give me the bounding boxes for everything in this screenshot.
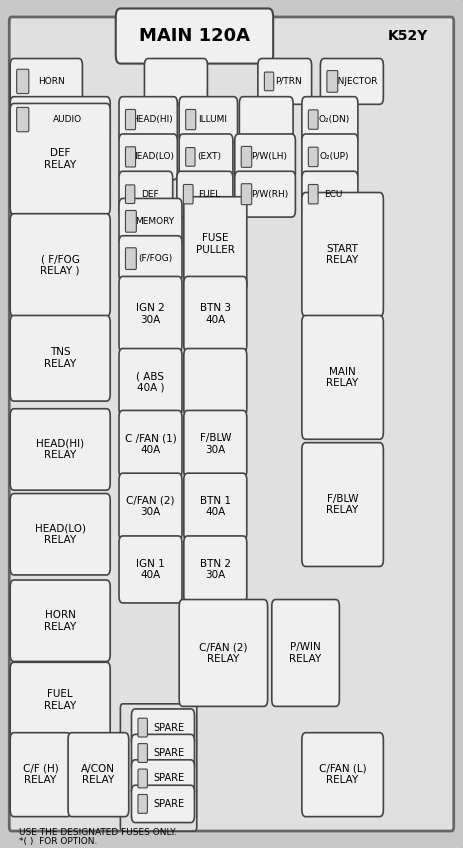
FancyBboxPatch shape <box>320 59 383 104</box>
Text: C/F (H)
RELAY: C/F (H) RELAY <box>23 764 58 785</box>
FancyBboxPatch shape <box>131 709 194 746</box>
FancyBboxPatch shape <box>179 134 233 180</box>
FancyBboxPatch shape <box>302 443 383 566</box>
Text: ECU: ECU <box>325 190 343 198</box>
FancyBboxPatch shape <box>10 97 110 142</box>
Text: C/FAN (2)
RELAY: C/FAN (2) RELAY <box>199 642 248 664</box>
Text: C /FAN (1)
40A: C /FAN (1) 40A <box>125 433 176 455</box>
FancyBboxPatch shape <box>138 795 147 813</box>
FancyBboxPatch shape <box>138 718 147 737</box>
FancyBboxPatch shape <box>184 536 247 603</box>
Text: AUDIO: AUDIO <box>53 115 82 124</box>
FancyBboxPatch shape <box>119 198 182 244</box>
Text: BTN 2
30A: BTN 2 30A <box>200 559 231 580</box>
FancyBboxPatch shape <box>184 197 247 291</box>
FancyBboxPatch shape <box>308 185 318 204</box>
FancyBboxPatch shape <box>131 760 194 797</box>
FancyBboxPatch shape <box>10 409 110 490</box>
Text: DEF: DEF <box>141 190 158 198</box>
Text: SPARE: SPARE <box>153 722 184 733</box>
FancyBboxPatch shape <box>119 134 177 180</box>
FancyBboxPatch shape <box>116 8 273 64</box>
FancyBboxPatch shape <box>138 744 147 762</box>
FancyBboxPatch shape <box>241 147 252 167</box>
Text: INJECTOR: INJECTOR <box>335 77 377 86</box>
FancyBboxPatch shape <box>119 171 173 217</box>
Text: FUSE
PULLER: FUSE PULLER <box>196 233 235 254</box>
FancyBboxPatch shape <box>10 494 110 575</box>
FancyBboxPatch shape <box>125 210 136 232</box>
FancyBboxPatch shape <box>131 785 194 823</box>
Text: C/FAN (L)
RELAY: C/FAN (L) RELAY <box>319 764 366 785</box>
FancyBboxPatch shape <box>17 108 29 131</box>
Text: (F/FOG): (F/FOG) <box>138 254 172 263</box>
Text: BTN 3
40A: BTN 3 40A <box>200 304 231 325</box>
FancyBboxPatch shape <box>10 214 110 316</box>
Text: P/W(RH): P/W(RH) <box>250 190 288 198</box>
FancyBboxPatch shape <box>10 103 110 215</box>
FancyBboxPatch shape <box>302 134 358 180</box>
FancyBboxPatch shape <box>258 59 312 104</box>
FancyBboxPatch shape <box>186 109 196 130</box>
FancyBboxPatch shape <box>308 110 318 129</box>
Text: IGN 1
40A: IGN 1 40A <box>136 559 165 580</box>
FancyBboxPatch shape <box>308 148 318 166</box>
FancyBboxPatch shape <box>10 315 110 401</box>
Text: START
RELAY: START RELAY <box>326 243 359 265</box>
Text: K52Y: K52Y <box>387 30 428 43</box>
FancyBboxPatch shape <box>10 733 71 817</box>
FancyBboxPatch shape <box>125 109 136 130</box>
Text: SPARE: SPARE <box>153 799 184 809</box>
FancyBboxPatch shape <box>10 662 110 738</box>
FancyBboxPatch shape <box>302 97 358 142</box>
Text: IGN 2
30A: IGN 2 30A <box>136 304 165 325</box>
FancyBboxPatch shape <box>184 410 247 477</box>
FancyBboxPatch shape <box>179 600 268 706</box>
FancyBboxPatch shape <box>177 171 233 217</box>
FancyBboxPatch shape <box>119 536 182 603</box>
FancyBboxPatch shape <box>179 97 238 142</box>
Text: HORN
RELAY: HORN RELAY <box>44 610 76 632</box>
Text: P/TRN: P/TRN <box>275 77 302 86</box>
Text: DEF
RELAY: DEF RELAY <box>44 148 76 170</box>
FancyBboxPatch shape <box>186 148 195 166</box>
Text: FUEL
RELAY: FUEL RELAY <box>44 689 76 711</box>
FancyBboxPatch shape <box>125 248 136 270</box>
Text: SPARE: SPARE <box>153 748 184 758</box>
FancyBboxPatch shape <box>239 97 293 142</box>
Text: MEMORY: MEMORY <box>135 217 175 226</box>
FancyBboxPatch shape <box>144 59 207 104</box>
Text: O₂(UP): O₂(UP) <box>319 153 349 161</box>
Text: SPARE: SPARE <box>153 773 184 784</box>
FancyBboxPatch shape <box>183 185 193 204</box>
FancyBboxPatch shape <box>17 70 29 93</box>
FancyBboxPatch shape <box>119 97 177 142</box>
FancyBboxPatch shape <box>131 734 194 772</box>
Text: HEAD(LO)
RELAY: HEAD(LO) RELAY <box>35 523 86 545</box>
Text: BTN 1
40A: BTN 1 40A <box>200 496 231 517</box>
FancyBboxPatch shape <box>184 349 247 416</box>
Text: ( F/FOG
RELAY ): ( F/FOG RELAY ) <box>40 254 80 276</box>
Text: ILLUMI: ILLUMI <box>198 115 227 124</box>
Text: (EXT): (EXT) <box>198 153 222 161</box>
FancyBboxPatch shape <box>302 171 358 217</box>
Text: MAIN
RELAY: MAIN RELAY <box>326 366 359 388</box>
FancyBboxPatch shape <box>241 184 252 204</box>
FancyBboxPatch shape <box>302 315 383 439</box>
FancyBboxPatch shape <box>264 72 274 91</box>
FancyBboxPatch shape <box>10 59 82 104</box>
Text: HEAD(HI)
RELAY: HEAD(HI) RELAY <box>36 438 84 460</box>
Text: HEAD(LO): HEAD(LO) <box>130 153 174 161</box>
Text: MAIN 120A: MAIN 120A <box>139 27 250 46</box>
Text: P/W(LH): P/W(LH) <box>251 153 288 161</box>
FancyBboxPatch shape <box>119 236 182 282</box>
Text: O₂(DN): O₂(DN) <box>318 115 350 124</box>
FancyBboxPatch shape <box>119 349 182 416</box>
FancyBboxPatch shape <box>120 704 197 831</box>
FancyBboxPatch shape <box>302 192 383 316</box>
FancyBboxPatch shape <box>125 185 135 204</box>
Text: ( ABS
40A ): ( ABS 40A ) <box>137 371 164 393</box>
Text: HEAD(HI): HEAD(HI) <box>131 115 173 124</box>
Text: FUEL: FUEL <box>198 190 220 198</box>
